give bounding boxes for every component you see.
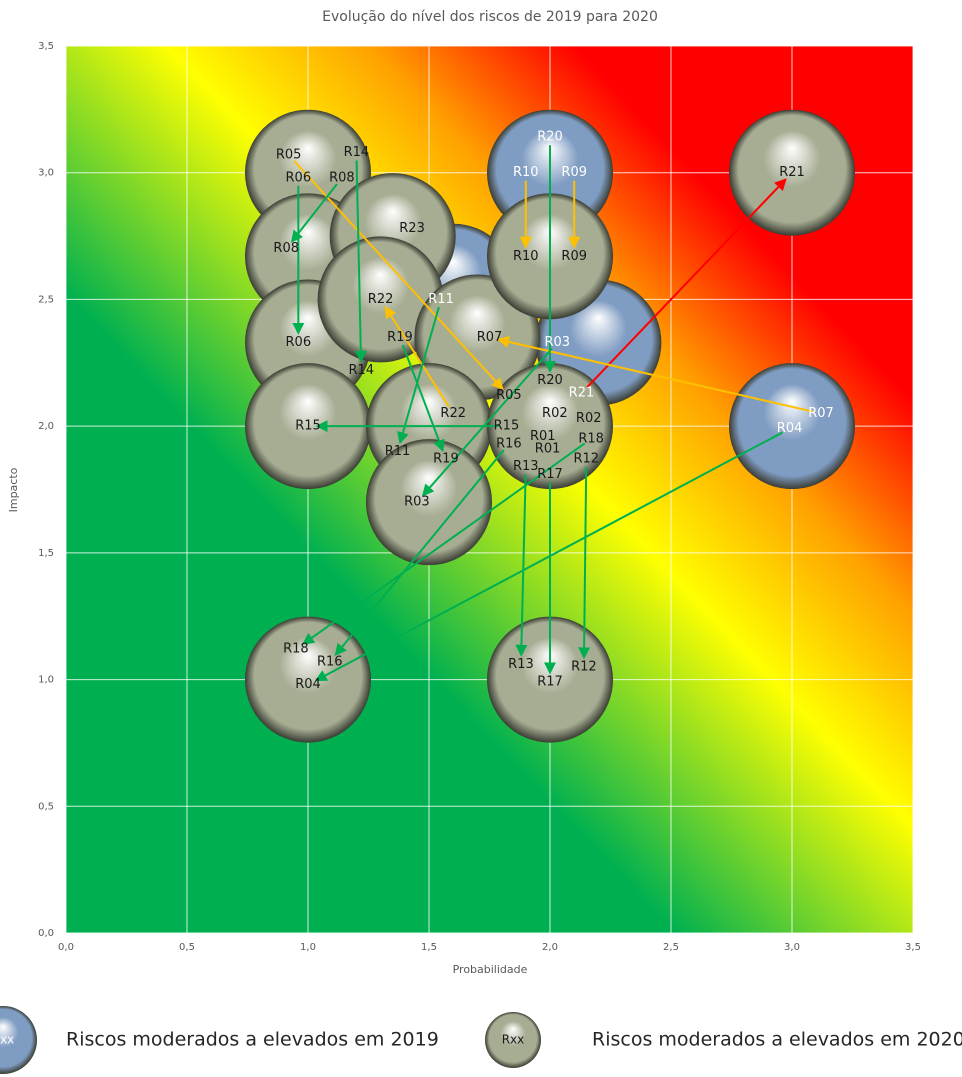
risk-label: R05	[276, 147, 302, 162]
legend-marker-label: Rxx	[0, 1033, 14, 1047]
risk-label: R11	[428, 292, 454, 307]
risk-label: R10	[513, 249, 539, 264]
risk-label: R22	[368, 292, 394, 307]
chart: Evolução do nível dos riscos de 2019 par…	[0, 0, 962, 1077]
risk-label: R02	[542, 406, 568, 421]
x-tick-label: 0,5	[179, 942, 195, 953]
risk-label: R18	[578, 431, 604, 446]
y-tick-label: 0,5	[38, 801, 54, 812]
y-tick-label: 2,5	[38, 294, 54, 305]
risk-label: R03	[544, 335, 570, 350]
risk-label: R13	[513, 459, 539, 474]
risk-label: R02	[576, 411, 602, 426]
risk-label: R01	[535, 441, 561, 456]
x-axis-label: Probabilidade	[453, 963, 528, 976]
risk-label: R06	[286, 335, 312, 350]
risk-label: R14	[344, 145, 370, 160]
risk-label: R09	[561, 249, 587, 264]
risk-label: R13	[508, 657, 534, 672]
x-tick-label: 0,0	[58, 942, 74, 953]
chart-title: Evolução do nível dos riscos de 2019 par…	[322, 9, 658, 25]
risk-label: R10	[513, 165, 539, 180]
y-tick-label: 2,0	[38, 421, 54, 432]
x-tick-label: 3,5	[905, 942, 921, 953]
risk-label: R17	[537, 675, 563, 690]
risk-label: R15	[295, 419, 321, 434]
risk-label: R15	[494, 419, 520, 434]
risk-label: R23	[399, 221, 425, 236]
risk-label: R12	[574, 452, 600, 467]
risk-label: R14	[348, 363, 374, 378]
legend-marker-label: Rxx	[502, 1033, 525, 1047]
risk-label: R07	[477, 330, 503, 345]
risk-label: R06	[286, 170, 312, 185]
x-tick-label: 1,5	[421, 942, 437, 953]
risk-label: R12	[571, 659, 597, 674]
risk-label: R07	[808, 406, 834, 421]
page: Evolução do nível dos riscos de 2019 par…	[0, 0, 962, 1077]
risk-label: R22	[440, 406, 466, 421]
y-axis-label: Impacto	[7, 467, 20, 512]
risk-label: R04	[295, 677, 321, 692]
y-tick-label: 0,0	[38, 928, 54, 939]
x-tick-label: 3,0	[784, 942, 800, 953]
risk-label: R11	[385, 444, 411, 459]
risk-label: R19	[387, 330, 413, 345]
risk-label: R04	[777, 421, 803, 436]
risk-label: R08	[329, 170, 355, 185]
risk-label: R20	[537, 130, 563, 145]
risk-label: R21	[569, 386, 595, 401]
risk-label: R18	[283, 642, 309, 657]
risk-label: R21	[779, 165, 805, 180]
risk-label: R09	[561, 165, 587, 180]
y-tick-label: 3,5	[38, 41, 54, 52]
risk-label: R08	[273, 241, 299, 256]
risk-label: R05	[496, 388, 522, 403]
x-tick-label: 2,0	[542, 942, 558, 953]
legend-label: Riscos moderados a elevados em 2019	[66, 1029, 439, 1051]
risk-label: R20	[537, 373, 563, 388]
risk-label: R16	[317, 654, 343, 669]
x-tick-label: 1,0	[300, 942, 316, 953]
legend-label: Riscos moderados a elevados em 2020	[592, 1029, 962, 1051]
risk-label: R19	[433, 452, 459, 467]
risk-label: R03	[404, 495, 430, 510]
y-tick-label: 3,0	[38, 168, 54, 179]
x-tick-label: 2,5	[663, 942, 679, 953]
risk-label: R17	[537, 467, 563, 482]
y-tick-label: 1,0	[38, 675, 54, 686]
y-tick-label: 1,5	[38, 548, 54, 559]
risk-label: R16	[496, 436, 522, 451]
